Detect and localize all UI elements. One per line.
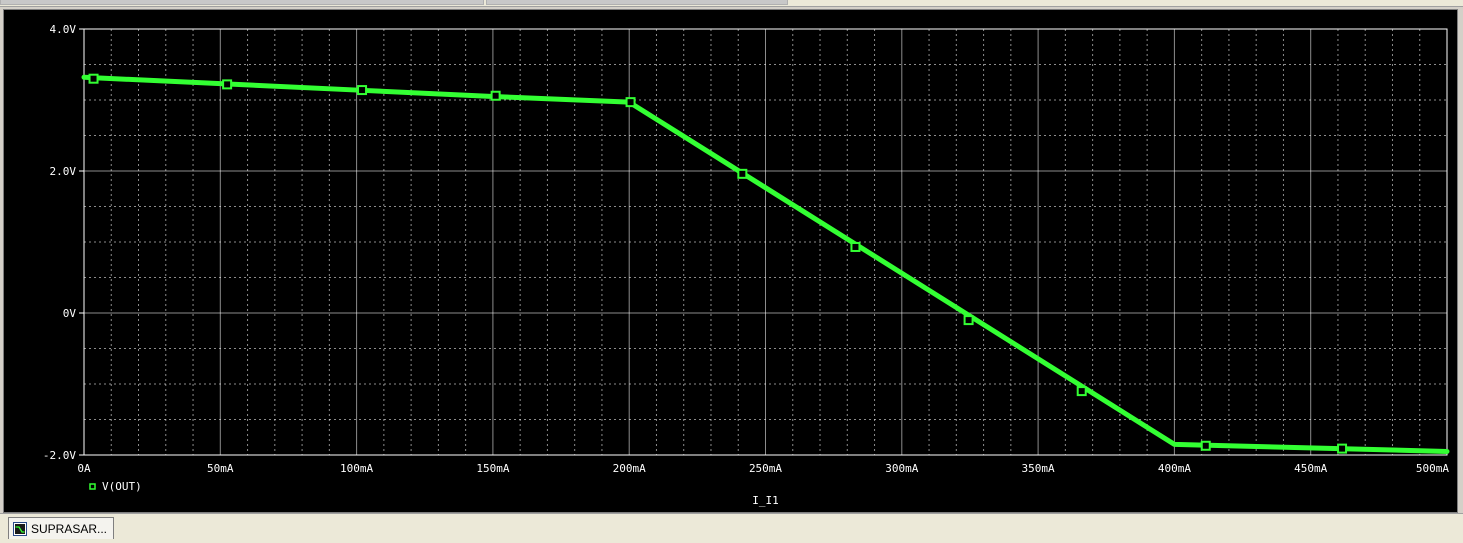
data-point-marker [88,73,99,84]
x-tick-label: 500mA [1416,462,1449,475]
y-axis-ticks: 4.0V 2.0V 0V -2.0V [43,23,84,462]
data-point-marker [222,79,233,90]
legend-marker-v-out [89,483,96,490]
legend-label-v-out: V(OUT) [102,480,142,493]
series-group [81,73,1450,454]
x-tick-label: 150mA [476,462,509,475]
y-tick-label: 4.0V [50,23,77,36]
data-point-marker [963,315,974,326]
plot-area-border [83,28,1448,456]
data-point-marker [357,85,368,96]
data-point-marker [1337,443,1348,454]
data-point-marker [737,168,748,179]
data-point-marker [1200,440,1211,451]
x-tick-label: 100mA [340,462,373,475]
x-tick-label: 300mA [885,462,918,475]
data-point-marker [625,97,636,108]
document-tab[interactable]: SUPRASAR... [8,517,115,539]
x-axis-ticks: 0A 50mA 100mA 150mA 200mA 250mA 300mA 350mA 400m… [77,462,1449,475]
x-tick-label: 0A [77,462,91,475]
top-pane-tab[interactable] [0,0,484,5]
y-tick-label: 0V [63,307,77,320]
waveform-document-icon [13,521,27,536]
y-tick-label: 2.0V [50,165,77,178]
x-tick-label: 250mA [749,462,782,475]
chart-canvas[interactable]: 4.0V 2.0V 0V -2.0V 0A 50mA 100mA 150mA 200mA 250… [4,10,1457,512]
x-tick-label: 450mA [1294,462,1327,475]
data-point-marker [850,241,861,252]
document-tab-label: SUPRASAR... [31,521,108,536]
legend: V(OUT) [89,480,142,493]
x-tick-label: 200mA [613,462,646,475]
plot-window: 4.0V 2.0V 0V -2.0V 0A 50mA 100mA 150mA 200mA 250… [3,9,1458,513]
document-tab-bar: SUPRASAR... [0,513,1463,543]
plot-background [4,10,1457,512]
data-point-marker [490,90,501,101]
x-tick-label: 50mA [207,462,234,475]
window-top-strip [0,0,1463,7]
x-tick-label: 350mA [1022,462,1055,475]
x-axis-label: I_I1 [752,494,779,507]
top-pane-tab[interactable] [486,0,788,5]
data-point-marker [1076,386,1087,397]
x-tick-label: 400mA [1158,462,1191,475]
y-tick-label: -2.0V [43,449,76,462]
